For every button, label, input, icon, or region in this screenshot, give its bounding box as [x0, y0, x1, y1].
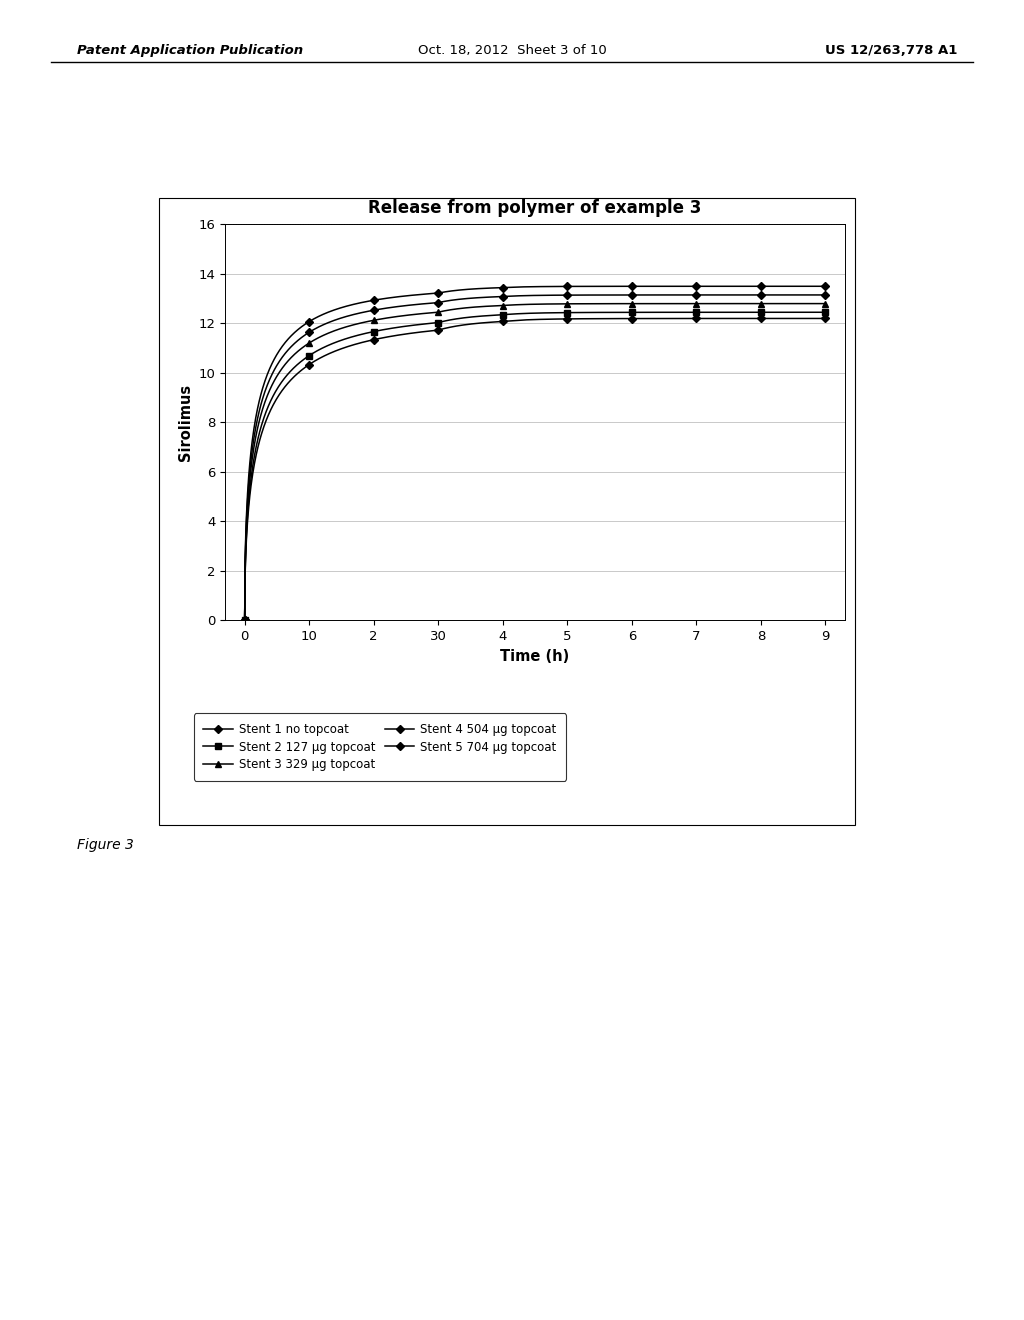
Title: Release from polymer of example 3: Release from polymer of example 3: [369, 199, 701, 218]
Text: US 12/263,778 A1: US 12/263,778 A1: [825, 44, 957, 57]
Legend: Stent 1 no topcoat, Stent 2 127 µg topcoat, Stent 3 329 µg topcoat, Stent 4 504 : Stent 1 no topcoat, Stent 2 127 µg topco…: [194, 713, 566, 780]
Text: Oct. 18, 2012  Sheet 3 of 10: Oct. 18, 2012 Sheet 3 of 10: [418, 44, 606, 57]
Text: Figure 3: Figure 3: [77, 838, 134, 853]
Text: Patent Application Publication: Patent Application Publication: [77, 44, 303, 57]
X-axis label: Time (h): Time (h): [501, 648, 569, 664]
Y-axis label: Sirolimus: Sirolimus: [178, 384, 193, 461]
